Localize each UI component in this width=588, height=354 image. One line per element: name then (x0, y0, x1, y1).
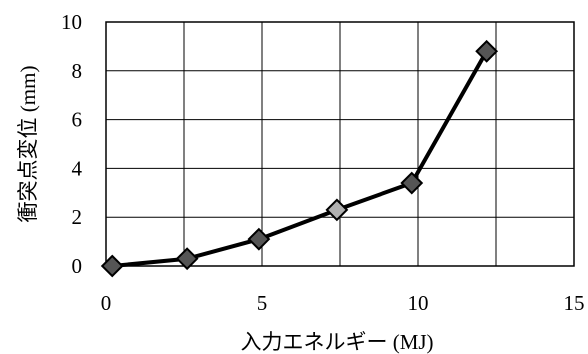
data-point-3 (325, 198, 349, 222)
x-tick-label-15: 15 (564, 291, 585, 315)
y-tick-label-4: 4 (72, 156, 83, 180)
x-axis-label: 入力エネルギー (MJ) (240, 330, 433, 354)
data-point-2 (247, 227, 271, 251)
x-tick-label-0: 0 (101, 291, 112, 315)
x-tick-label-5: 5 (257, 291, 268, 315)
y-tick-label-8: 8 (72, 59, 83, 83)
tick-labels: 0 2 4 6 8 10 0 5 10 15 (61, 10, 585, 315)
series-line (112, 50, 489, 268)
plot-area-frame (105, 21, 575, 267)
grid-lines (106, 22, 574, 266)
data-point-1 (175, 247, 199, 271)
data-series (100, 39, 499, 278)
y-axis-label: 衝突点変位 (mm) (16, 66, 40, 223)
x-tick-label-10: 10 (408, 291, 429, 315)
y-tick-label-2: 2 (72, 205, 83, 229)
data-point-4 (400, 171, 424, 195)
y-tick-label-6: 6 (72, 108, 83, 132)
data-point-5 (475, 39, 499, 63)
data-point-0 (100, 254, 124, 278)
y-tick-label-0: 0 (72, 254, 83, 278)
y-tick-label-10: 10 (61, 10, 82, 34)
